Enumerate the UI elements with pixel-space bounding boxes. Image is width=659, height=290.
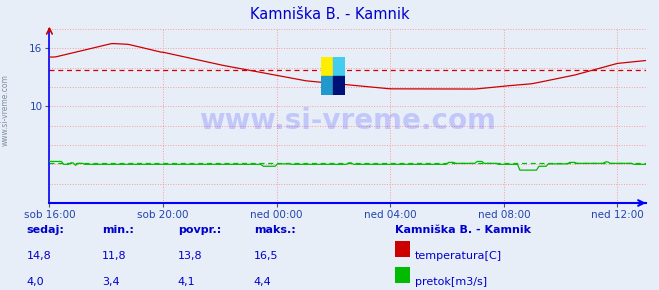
Text: 13,8: 13,8	[178, 251, 202, 261]
Text: 4,4: 4,4	[254, 277, 272, 287]
Text: 14,8: 14,8	[26, 251, 51, 261]
Text: temperatura[C]: temperatura[C]	[415, 251, 502, 261]
Bar	[333, 76, 345, 95]
Text: Kamniška B. - Kamnik: Kamniška B. - Kamnik	[250, 7, 409, 22]
Text: 4,1: 4,1	[178, 277, 196, 287]
Bar	[321, 76, 333, 95]
Bar	[321, 57, 333, 76]
Text: povpr.:: povpr.:	[178, 225, 221, 235]
Text: 11,8: 11,8	[102, 251, 127, 261]
Text: min.:: min.:	[102, 225, 134, 235]
Text: www.si-vreme.com: www.si-vreme.com	[199, 107, 496, 135]
Text: Kamniška B. - Kamnik: Kamniška B. - Kamnik	[395, 225, 531, 235]
Text: 3,4: 3,4	[102, 277, 120, 287]
Text: 16,5: 16,5	[254, 251, 278, 261]
Text: 4,0: 4,0	[26, 277, 44, 287]
Text: pretok[m3/s]: pretok[m3/s]	[415, 277, 487, 287]
Text: www.si-vreme.com: www.si-vreme.com	[1, 74, 10, 146]
Text: maks.:: maks.:	[254, 225, 295, 235]
Bar	[333, 57, 345, 76]
Text: sedaj:: sedaj:	[26, 225, 64, 235]
